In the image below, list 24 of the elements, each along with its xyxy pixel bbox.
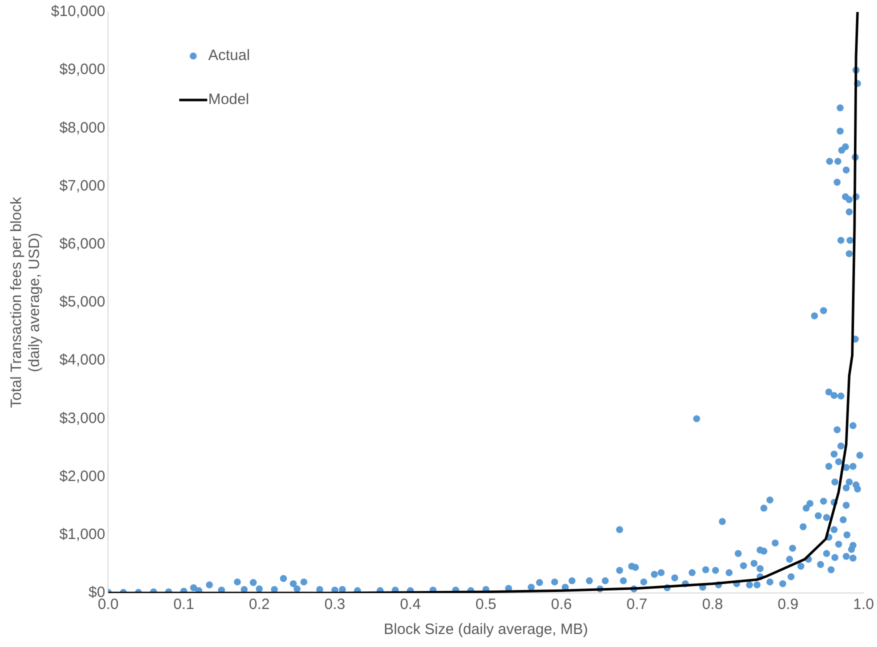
y-tick-label: $10,000 — [50, 3, 106, 20]
y-tick-label: $6,000 — [59, 236, 106, 253]
y-axis-title: Total Transaction fees per block (daily average, USD) — [8, 196, 44, 408]
x-tick-label: 0.7 — [626, 596, 648, 614]
y-tick-label: $1,000 — [59, 526, 106, 544]
y-tick-label: $4,000 — [59, 352, 106, 369]
x-tick-label: 0.8 — [702, 596, 723, 614]
x-tick-label: 0.6 — [551, 596, 572, 614]
x-tick-label: 0.3 — [324, 596, 346, 614]
x-tick-label: 0.1 — [173, 596, 194, 614]
x-tick-label: 0.4 — [400, 596, 421, 614]
x-tick-label: 0.2 — [248, 596, 270, 614]
legend-label: Actual — [208, 47, 250, 64]
x-axis-title: Block Size (daily average, MB) — [384, 621, 588, 638]
x-tick-label: 1.0 — [853, 596, 874, 614]
y-tick-label: $5,000 — [59, 294, 106, 311]
legend-label: Model — [208, 91, 250, 108]
y-tick-label: $7,000 — [59, 177, 106, 194]
y-tick-label: $9,000 — [59, 61, 106, 78]
x-tick-label: 0.5 — [475, 596, 496, 614]
x-tick-label: 0.9 — [778, 596, 798, 614]
y-tick-label: $2,000 — [59, 468, 106, 485]
y-tick-label: $3,000 — [59, 410, 106, 427]
y-tick-label: $8,000 — [59, 119, 106, 136]
